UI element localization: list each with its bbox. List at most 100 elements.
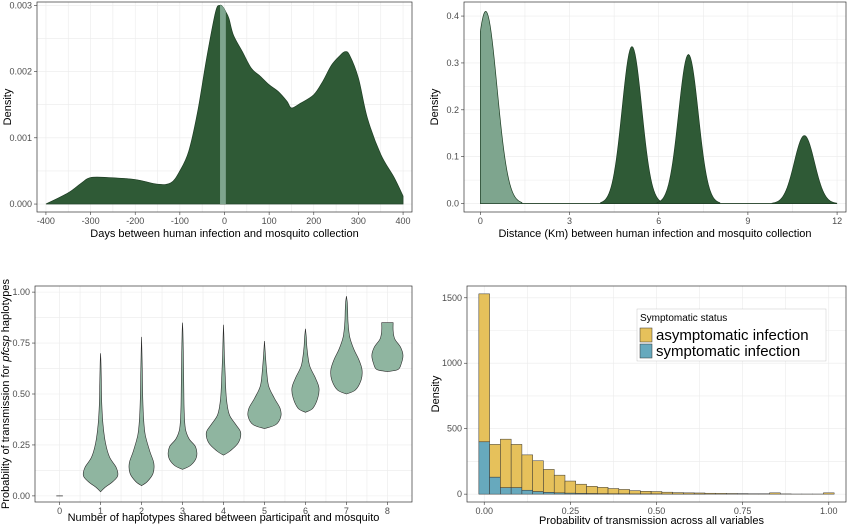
x-tick-label: 200 xyxy=(306,216,321,226)
y-axis-label: Probability of transmission for pfcsp ha… xyxy=(0,279,12,509)
x-tick-label: -100 xyxy=(171,216,189,226)
x-tick-label: 6 xyxy=(303,506,308,516)
y-axis-label-part: Probability of transmission for xyxy=(0,362,12,509)
y-tick-label: 0.000 xyxy=(9,199,32,209)
bar-asymptomatic xyxy=(715,493,727,495)
x-tick-label: -200 xyxy=(126,216,144,226)
bar-asymptomatic xyxy=(489,444,501,478)
y-tick-label: 0.002 xyxy=(9,67,32,77)
x-tick-label: 1.00 xyxy=(820,506,838,516)
y-tick-label: 500 xyxy=(447,424,462,434)
bar-asymptomatic xyxy=(597,487,609,494)
bar-asymptomatic xyxy=(478,293,490,443)
x-axis-label: Probability of transmission across all v… xyxy=(539,515,764,524)
bar-symptomatic xyxy=(478,441,490,495)
plot-frame xyxy=(466,285,847,503)
violin xyxy=(330,296,363,395)
legend-swatch-symptomatic xyxy=(639,343,653,359)
legend-title: Symptomatic status xyxy=(640,313,727,324)
x-tick-label: 0.00 xyxy=(475,506,493,516)
bar-asymptomatic xyxy=(737,493,749,495)
y-axis-label-part: haplotypes xyxy=(0,279,12,336)
y-tick-label: 0.001 xyxy=(9,133,32,143)
plot-background xyxy=(464,2,846,212)
x-tick-label: 0.25 xyxy=(562,506,580,516)
bar-asymptomatic xyxy=(650,491,663,495)
bar-asymptomatic xyxy=(726,493,738,495)
bar-asymptomatic xyxy=(532,460,544,492)
x-tick-label: 7 xyxy=(344,506,349,516)
bar-asymptomatic xyxy=(553,474,566,494)
x-tick-label: 400 xyxy=(396,216,411,226)
x-tick-label: 300 xyxy=(351,216,366,226)
violin xyxy=(205,324,242,456)
bar-symptomatic xyxy=(510,487,523,495)
plot-frame xyxy=(34,285,413,503)
panel-transmission-histogram: 0.00 0.25 0.50 0.75 1.00 0 500 1000 1500 Probabil… xyxy=(430,285,847,524)
x-tick-label: 3 xyxy=(567,216,572,226)
bar-asymptomatic xyxy=(693,492,706,495)
bar-asymptomatic xyxy=(510,444,523,488)
x-tick-label: -400 xyxy=(37,216,55,226)
violin xyxy=(291,328,320,413)
y-tick-label: 0 xyxy=(457,489,462,499)
panel-distance-density: 0 3 6 9 12 0.0 0.1 0.2 0.3 0.4 Distance (Km) betwe… xyxy=(429,1,847,240)
y-tick-label: 0.75 xyxy=(12,338,30,348)
x-tick-label: 8 xyxy=(385,506,390,516)
bar-symptomatic xyxy=(532,491,544,495)
legend-swatch-asymptomatic xyxy=(639,327,653,343)
violin xyxy=(128,336,155,487)
x-tick-label: 0 xyxy=(222,216,227,226)
panel-haplotype-violins: 0 1 2 3 4 5 6 7 8 0.00 0.25 0.50 0.75 1.00 Number of h… xyxy=(0,279,413,524)
x-tick-label: 3 xyxy=(180,506,185,516)
y-tick-label: 1000 xyxy=(442,358,462,368)
highlight-band xyxy=(220,5,226,205)
x-tick-label: 4 xyxy=(221,506,226,516)
x-axis-label: Distance (Km) between human infection an… xyxy=(498,228,811,240)
density-peak xyxy=(656,54,721,204)
violin xyxy=(167,322,198,470)
legend-label-asymptomatic: asymptomatic infection xyxy=(656,327,809,344)
bar-asymptomatic xyxy=(586,486,598,494)
x-tick-label: 6 xyxy=(656,216,661,226)
y-axis-label-italic: pfcsp xyxy=(0,335,12,362)
bar-asymptomatic xyxy=(683,492,695,495)
y-axis-label: Density xyxy=(430,375,442,412)
legend: Symptomatic status asymptomatic infection… xyxy=(636,308,827,362)
violin xyxy=(82,353,119,493)
x-axis-label: Number of haplotypes shared between part… xyxy=(68,512,380,524)
bar-asymptomatic xyxy=(575,483,587,494)
density-peak xyxy=(771,135,838,204)
y-tick-label: 1500 xyxy=(442,293,462,303)
bar-asymptomatic xyxy=(769,492,781,495)
bar-symptomatic xyxy=(521,489,533,495)
bar-symptomatic xyxy=(489,476,501,495)
y-axis-label: Density xyxy=(429,88,441,125)
density-peak xyxy=(600,46,664,204)
bar-asymptomatic xyxy=(629,490,641,495)
density-peak xyxy=(480,11,523,204)
x-tick-label: 9 xyxy=(745,216,750,226)
bar-asymptomatic xyxy=(672,492,684,495)
bar-asymptomatic xyxy=(521,454,533,491)
y-tick-label: 0.1 xyxy=(446,152,459,162)
y-tick-label: 0.4 xyxy=(446,11,459,21)
bar-asymptomatic xyxy=(618,489,630,495)
x-axis-label: Days between human infection and mosquit… xyxy=(90,228,358,240)
legend-box xyxy=(636,308,827,362)
x-tick-label: 0.75 xyxy=(734,506,752,516)
bar-asymptomatic xyxy=(500,438,512,488)
y-tick-label: 0.2 xyxy=(446,105,459,115)
y-tick-label: 0.0 xyxy=(446,199,459,209)
x-tick-label: 2 xyxy=(139,506,144,516)
y-tick-label: 0.25 xyxy=(12,440,30,450)
bar-asymptomatic xyxy=(823,492,835,495)
x-tick-label: 100 xyxy=(262,216,277,226)
y-axis-label: Density xyxy=(2,88,14,125)
legend-label-symptomatic: symptomatic infection xyxy=(656,343,800,360)
violin xyxy=(371,322,404,372)
bar-asymptomatic xyxy=(640,491,652,495)
plot-frame xyxy=(463,1,847,213)
x-tick-label: 5 xyxy=(262,506,267,516)
y-tick-label: 0.3 xyxy=(446,58,459,68)
